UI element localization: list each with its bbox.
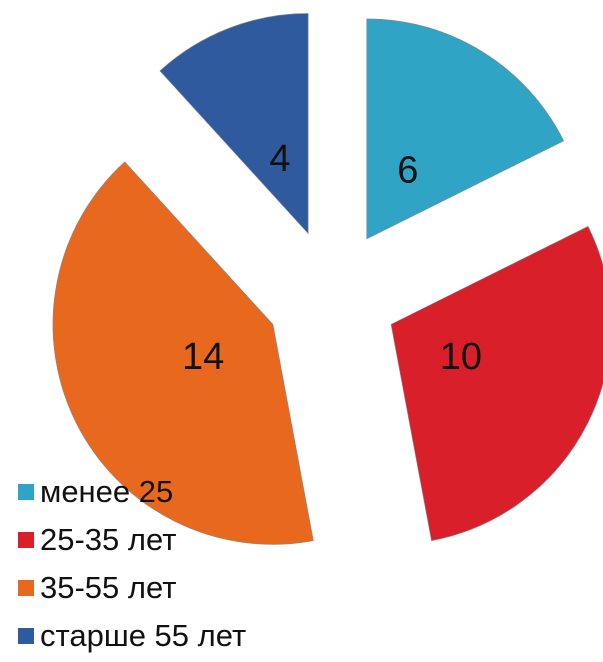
legend-swatch — [18, 484, 34, 500]
pie-slice — [52, 161, 314, 545]
legend-swatch — [18, 532, 34, 548]
legend-swatch — [18, 580, 34, 596]
data-label: 10 — [440, 336, 482, 378]
pie-slice — [390, 225, 603, 542]
legend-label: 25-35 лет — [40, 522, 176, 557]
legend-label: 35-55 лет — [40, 570, 176, 605]
pie-slice — [366, 18, 565, 240]
legend-label: старше 55 лет — [40, 618, 246, 653]
legend-label: менее 25 — [40, 474, 173, 509]
legend-swatch — [18, 628, 34, 644]
data-label: 4 — [269, 138, 290, 180]
data-label: 6 — [397, 150, 418, 192]
pie-slice — [159, 13, 309, 235]
data-label: 14 — [182, 336, 224, 378]
